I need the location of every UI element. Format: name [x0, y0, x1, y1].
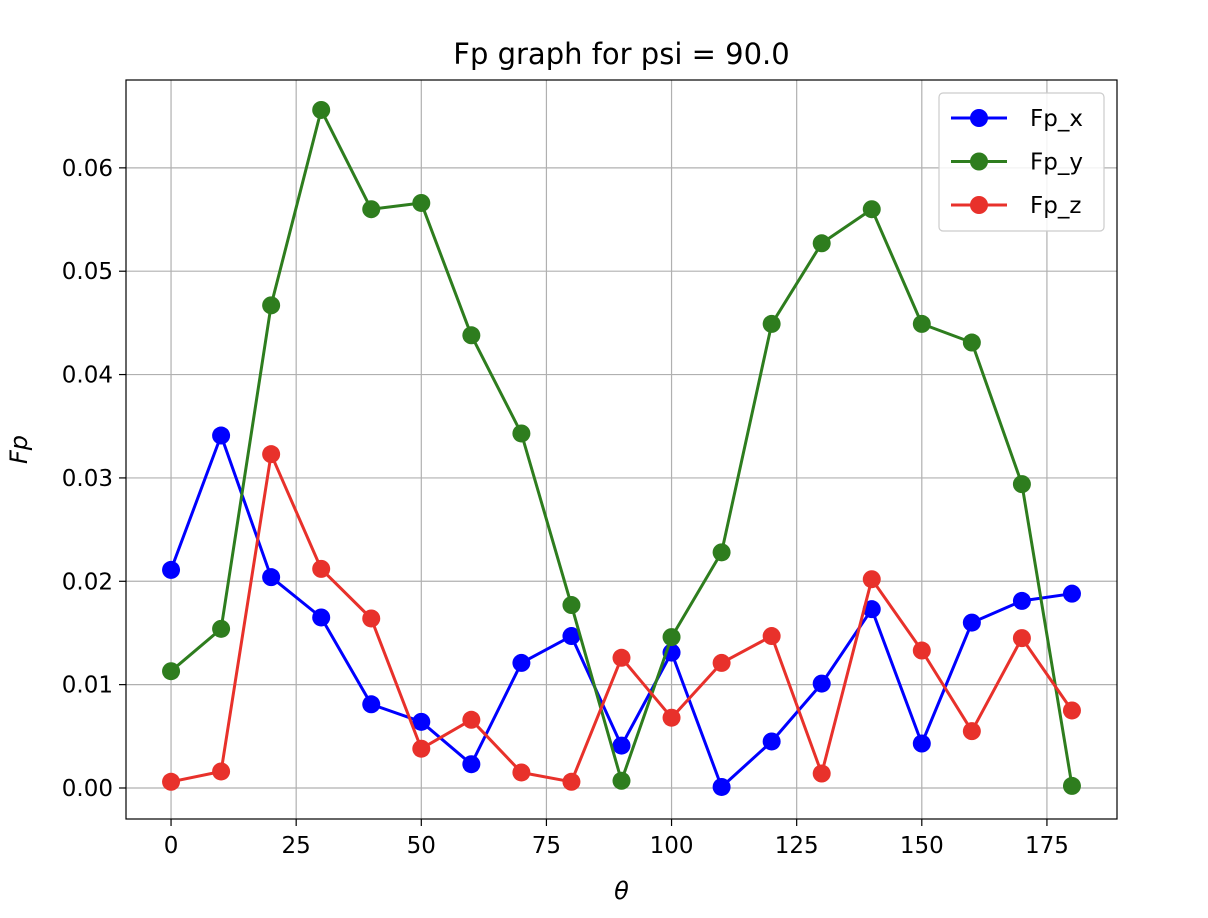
- data-point: [362, 609, 381, 628]
- chart-title: Fp graph for psi = 90.0: [453, 37, 789, 71]
- data-point: [812, 234, 831, 253]
- data-point: [262, 568, 281, 587]
- x-tick-label: 175: [1025, 833, 1069, 859]
- data-point: [562, 627, 581, 646]
- legend-marker: [970, 196, 988, 214]
- data-point: [462, 326, 481, 345]
- data-point: [512, 424, 531, 443]
- data-point: [162, 662, 181, 681]
- legend-marker: [970, 109, 988, 127]
- data-point: [1012, 475, 1031, 494]
- y-tick-label: 0.05: [62, 259, 113, 285]
- data-point: [412, 712, 431, 731]
- x-tick-label: 50: [407, 833, 436, 859]
- data-point: [312, 559, 331, 578]
- data-point: [912, 734, 931, 753]
- data-point: [512, 653, 531, 672]
- data-point: [512, 763, 531, 782]
- data-point: [862, 200, 881, 219]
- data-point: [712, 653, 731, 672]
- data-point: [362, 695, 381, 714]
- data-point: [212, 619, 231, 638]
- data-point: [862, 570, 881, 589]
- y-tick-label: 0.06: [62, 156, 113, 182]
- data-point: [262, 445, 281, 464]
- series-layer: [162, 100, 1081, 796]
- y-tick-label: 0.03: [62, 466, 113, 492]
- data-point: [562, 596, 581, 615]
- data-point: [612, 736, 631, 755]
- y-tick-label: 0.00: [62, 776, 113, 802]
- series-Fp_z: [162, 445, 1081, 791]
- data-point: [812, 674, 831, 693]
- data-point: [162, 560, 181, 579]
- data-point: [362, 200, 381, 219]
- data-point: [712, 543, 731, 562]
- y-axis-label: Fp: [5, 435, 33, 464]
- x-tick-label: 150: [900, 833, 944, 859]
- ticks: 0 25 50 75 100 125 150 175 0.00 0.01 0.02 0.03 0.04 0…: [62, 156, 1069, 859]
- data-point: [1062, 776, 1081, 795]
- data-point: [762, 732, 781, 751]
- data-point: [1012, 629, 1031, 648]
- data-point: [612, 648, 631, 667]
- x-tick-label: 0: [164, 833, 179, 859]
- x-tick-label: 125: [775, 833, 819, 859]
- data-point: [962, 722, 981, 741]
- y-tick-label: 0.02: [62, 569, 113, 595]
- data-point: [712, 777, 731, 796]
- data-point: [412, 739, 431, 758]
- axes-frame: [125, 79, 1118, 820]
- x-tick-label: 75: [532, 833, 561, 859]
- x-tick-label: 25: [282, 833, 311, 859]
- data-point: [862, 600, 881, 619]
- data-point: [212, 426, 231, 445]
- data-point: [962, 613, 981, 632]
- data-point: [662, 708, 681, 727]
- legend-label: Fp_y: [1030, 150, 1083, 176]
- data-point: [212, 762, 231, 781]
- data-point: [462, 710, 481, 729]
- legend-label: Fp_x: [1030, 106, 1083, 132]
- series-Fp_y: [162, 100, 1081, 795]
- data-point: [412, 193, 431, 212]
- data-point: [162, 772, 181, 791]
- data-point: [912, 641, 931, 660]
- y-tick-label: 0.04: [62, 363, 113, 389]
- data-point: [762, 627, 781, 646]
- data-point: [312, 608, 331, 627]
- data-point: [1062, 584, 1081, 603]
- y-tick-label: 0.01: [62, 673, 113, 699]
- data-point: [562, 772, 581, 791]
- data-point: [962, 333, 981, 352]
- data-point: [762, 314, 781, 333]
- series-Fp_x: [162, 426, 1081, 796]
- legend-marker: [970, 152, 988, 171]
- x-axis-label: θ: [614, 877, 629, 905]
- legend: Fp_x Fp_y Fp_z: [938, 92, 1105, 232]
- data-point: [812, 764, 831, 783]
- legend-label: Fp_z: [1030, 193, 1081, 219]
- data-point: [1062, 701, 1081, 720]
- x-tick-label: 100: [650, 833, 694, 859]
- data-point: [612, 771, 631, 790]
- data-point: [462, 755, 481, 774]
- data-point: [662, 628, 681, 647]
- data-point: [1012, 591, 1031, 610]
- data-point: [262, 296, 281, 315]
- data-point: [312, 100, 331, 119]
- data-point: [912, 314, 931, 333]
